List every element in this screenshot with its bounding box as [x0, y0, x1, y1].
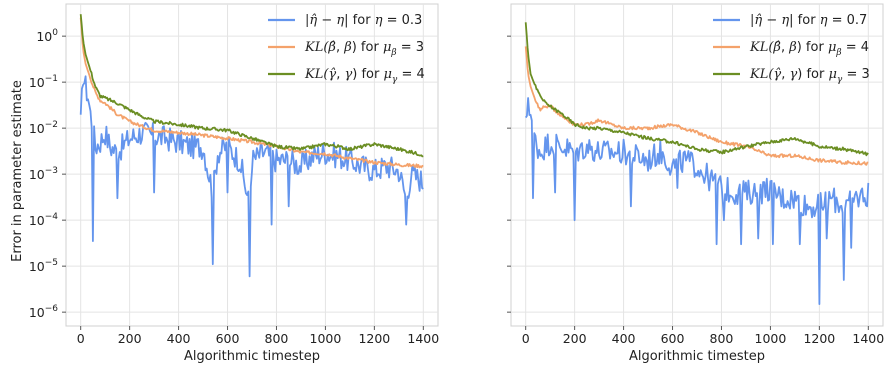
legend-entry-2: KL(β̂, β) for μβ = 4 — [749, 40, 869, 58]
legend-entry-3: KL(γ̂, γ) for μγ = 3 — [749, 67, 870, 85]
x-tick-label: 1400 — [407, 331, 439, 346]
series-line-2 — [79, 17, 424, 169]
y-axis-label: Error in parameter estimate — [10, 80, 25, 262]
x-tick-label: 400 — [612, 331, 636, 346]
series-line-2 — [524, 46, 869, 166]
x-tick-label: 400 — [167, 331, 191, 346]
y-tick-label: 10−2 — [29, 120, 58, 136]
y-tick-label: 10−3 — [29, 166, 58, 182]
x-tick-label: 200 — [118, 331, 142, 346]
legend-entry-1: |η̂ − η| for η = 0.7 — [750, 13, 867, 28]
x-tick-label: 200 — [563, 331, 587, 346]
x-tick-label: 800 — [710, 331, 734, 346]
panel-right: 0 200 400 600 800 1000 1200 1400 Algorithmic tim… — [507, 3, 884, 364]
panel-left: 0 200 400 600 800 1000 1200 1400 10−6 10−5 10−4 10−… — [29, 3, 439, 364]
x-tick-label: 800 — [265, 331, 289, 346]
series-line-1 — [79, 75, 424, 278]
series-line-3 — [79, 14, 424, 158]
series-line-3 — [524, 22, 869, 157]
legend-entry-1: |η̂ − η| for η = 0.3 — [305, 13, 422, 28]
x-axis-label: Algorithmic timestep — [629, 349, 765, 364]
x-tick-label: 0 — [522, 331, 530, 346]
legend-entry-2: KL(β̂, β) for μβ = 3 — [304, 40, 424, 58]
y-tick-label: 10−4 — [29, 212, 58, 228]
y-tick-label: 10−1 — [29, 74, 58, 90]
x-tick-label: 600 — [216, 331, 240, 346]
x-tick-label: 0 — [77, 331, 85, 346]
x-tick-label: 1000 — [755, 331, 787, 346]
x-tick-label: 1000 — [310, 331, 342, 346]
legend-entry-3: KL(γ̂, γ) for μγ = 4 — [304, 67, 425, 85]
x-axis-label: Algorithmic timestep — [184, 349, 320, 364]
y-tick-label: 100 — [36, 28, 58, 44]
y-tick-label: 10−5 — [29, 258, 58, 274]
y-tick-label: 10−6 — [29, 304, 58, 320]
x-tick-label: 1400 — [852, 331, 884, 346]
x-tick-label: 600 — [661, 331, 685, 346]
x-tick-label: 1200 — [358, 331, 390, 346]
x-tick-label: 1200 — [803, 331, 835, 346]
series-line-1 — [524, 97, 870, 305]
